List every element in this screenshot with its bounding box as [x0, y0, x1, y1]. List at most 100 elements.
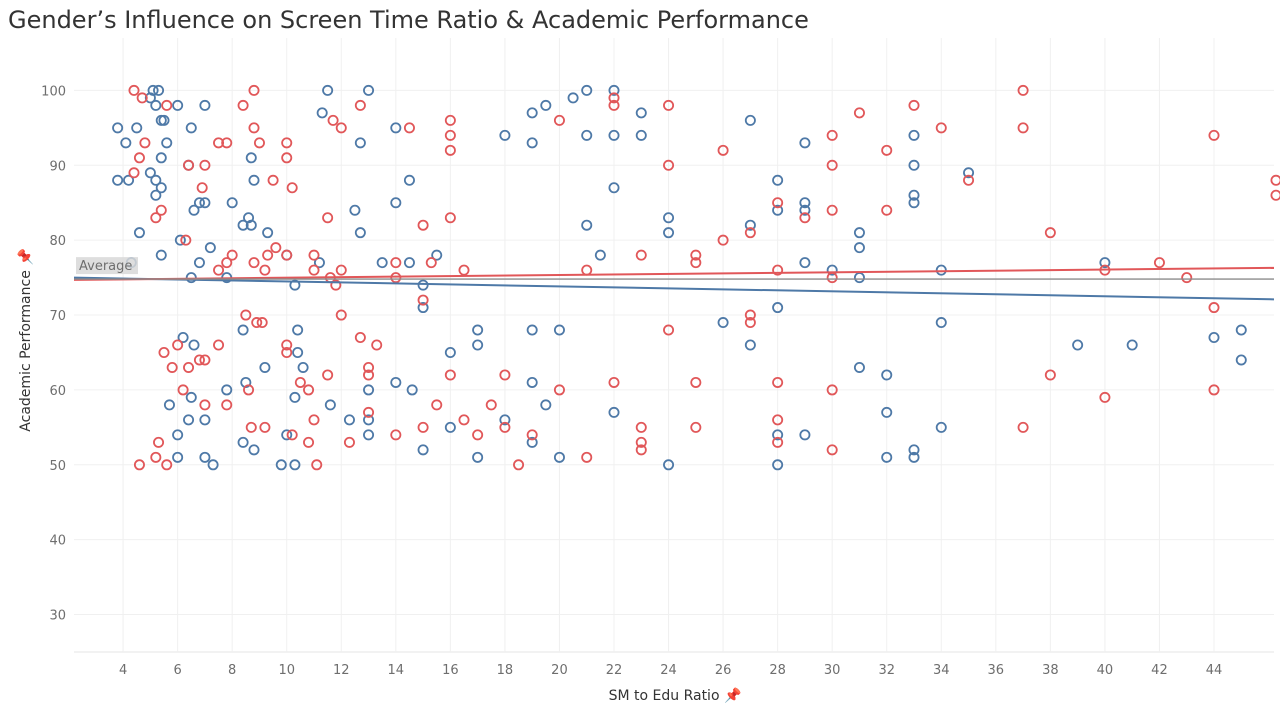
data-point-red [744, 317, 756, 329]
data-point-red [363, 369, 375, 381]
data-point-blue [567, 92, 579, 104]
data-point-red [772, 436, 784, 448]
data-point-blue [237, 324, 249, 336]
data-point-blue [112, 122, 124, 134]
data-point-blue [663, 459, 675, 471]
data-point-blue [472, 451, 484, 463]
y-axis-title: Academic Performance 📌 [16, 248, 34, 432]
data-point-red [177, 384, 189, 396]
data-point-blue [1208, 332, 1220, 344]
data-point-red [417, 421, 429, 433]
data-point-red [180, 234, 192, 246]
data-point-blue [158, 114, 170, 126]
data-point-blue [772, 174, 784, 186]
data-point-red [472, 429, 484, 441]
data-point-red [213, 137, 225, 149]
data-point-red [262, 249, 274, 261]
data-point-blue [161, 137, 173, 149]
data-point-red [335, 122, 347, 134]
data-point-blue [499, 129, 511, 141]
trend-line-red [73, 266, 1275, 281]
data-point-red [303, 436, 315, 448]
data-point-blue [172, 429, 184, 441]
data-point-blue [1235, 324, 1247, 336]
data-point-red [690, 421, 702, 433]
data-point-blue [221, 384, 233, 396]
data-point-blue [417, 302, 429, 314]
data-point-blue [185, 272, 197, 284]
data-point-red [133, 152, 145, 164]
data-point-red [635, 421, 647, 433]
data-point-red [221, 399, 233, 411]
data-point-red [444, 369, 456, 381]
data-point-red [303, 384, 315, 396]
data-point-blue [881, 451, 893, 463]
data-point-red [256, 317, 268, 329]
data-point-blue [259, 361, 271, 373]
data-point-blue [799, 204, 811, 216]
data-point-red [1208, 129, 1220, 141]
data-point-blue [499, 414, 511, 426]
data-point-blue [908, 444, 920, 456]
data-point-red [1270, 189, 1280, 201]
data-point-red [458, 264, 470, 276]
data-point-red [363, 406, 375, 418]
data-point-red [213, 264, 225, 276]
data-point-blue [174, 234, 186, 246]
data-point-red [772, 414, 784, 426]
data-point-red [221, 137, 233, 149]
data-point-red [199, 159, 211, 171]
data-point-blue [663, 212, 675, 224]
data-point-blue [472, 324, 484, 336]
data-point-blue [635, 107, 647, 119]
x-tick-label: 44 [1206, 663, 1223, 678]
data-point-red [259, 421, 271, 433]
data-point-red [1153, 257, 1165, 269]
data-point-red [553, 114, 565, 126]
trend-lines [73, 266, 1275, 301]
data-point-blue [799, 197, 811, 209]
data-point-red [199, 354, 211, 366]
data-point-red [881, 144, 893, 156]
data-point-red [826, 159, 838, 171]
data-point-blue [349, 204, 361, 216]
data-point-blue [403, 174, 415, 186]
y-tick-label: 80 [49, 234, 66, 249]
data-point-red [150, 451, 162, 463]
data-point-blue [199, 451, 211, 463]
data-point-red [1017, 84, 1029, 96]
data-point-blue [635, 129, 647, 141]
data-point-red [311, 459, 323, 471]
data-point-red [608, 92, 620, 104]
data-point-red [226, 249, 238, 261]
data-point-blue [120, 137, 132, 149]
data-point-red [390, 257, 402, 269]
data-point-blue [526, 107, 538, 119]
data-point-blue [608, 406, 620, 418]
data-point-red [826, 129, 838, 141]
data-points [112, 84, 1280, 471]
data-point-blue [204, 242, 216, 254]
data-point-red [330, 279, 342, 291]
data-point-red [663, 99, 675, 111]
data-point-red [717, 144, 729, 156]
data-point-blue [297, 361, 309, 373]
data-point-red [155, 204, 167, 216]
data-point-blue [313, 257, 325, 269]
data-point-blue [1126, 339, 1138, 351]
data-point-red [158, 346, 170, 358]
data-point-blue [594, 249, 606, 261]
data-point-red [499, 421, 511, 433]
x-tick-label: 40 [1097, 663, 1114, 678]
data-point-red [690, 249, 702, 261]
data-point-red [499, 369, 511, 381]
data-point-blue [281, 429, 293, 441]
data-point-blue [908, 189, 920, 201]
data-point-red [526, 429, 538, 441]
data-point-blue [390, 197, 402, 209]
x-tick-label: 6 [173, 663, 181, 678]
data-point-red [183, 361, 195, 373]
data-point-blue [292, 324, 304, 336]
data-point-red [1017, 421, 1029, 433]
data-point-blue [444, 346, 456, 358]
